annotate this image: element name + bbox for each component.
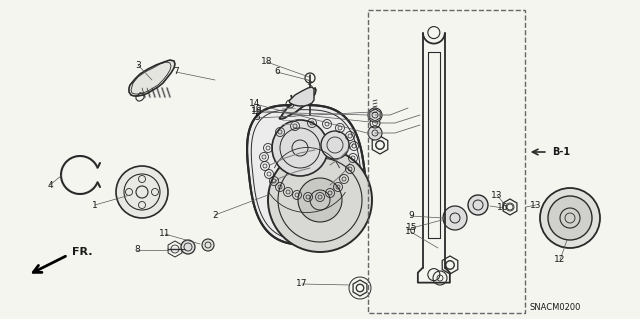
- Circle shape: [468, 195, 488, 215]
- Text: SNACM0200: SNACM0200: [530, 302, 581, 311]
- Circle shape: [116, 166, 168, 218]
- Text: 12: 12: [554, 256, 566, 264]
- Text: B-1: B-1: [552, 147, 570, 157]
- Circle shape: [548, 196, 592, 240]
- Circle shape: [368, 126, 382, 140]
- Text: 10: 10: [405, 227, 417, 236]
- Circle shape: [272, 120, 328, 176]
- Text: 13: 13: [531, 201, 541, 210]
- Text: FR.: FR.: [72, 247, 93, 257]
- Text: 17: 17: [296, 279, 308, 288]
- Text: 8: 8: [134, 246, 140, 255]
- Polygon shape: [247, 105, 367, 245]
- Circle shape: [321, 131, 349, 159]
- Text: 16: 16: [252, 108, 263, 116]
- Text: 15: 15: [406, 224, 418, 233]
- Text: 19: 19: [252, 106, 263, 115]
- Circle shape: [540, 188, 600, 248]
- Text: 1: 1: [92, 201, 98, 210]
- Text: 14: 14: [250, 100, 260, 108]
- Text: 16: 16: [497, 204, 509, 212]
- Text: 18: 18: [261, 57, 273, 66]
- Text: 3: 3: [135, 61, 141, 70]
- Text: 13: 13: [492, 190, 503, 199]
- Text: 6: 6: [274, 68, 280, 77]
- Polygon shape: [279, 88, 316, 119]
- Circle shape: [181, 240, 195, 254]
- Circle shape: [202, 239, 214, 251]
- Text: 2: 2: [212, 211, 218, 219]
- Circle shape: [268, 148, 372, 252]
- Text: 5: 5: [254, 114, 260, 122]
- Circle shape: [298, 178, 342, 222]
- Text: 11: 11: [159, 229, 171, 239]
- Bar: [368, 10, 525, 313]
- Polygon shape: [129, 60, 175, 96]
- Text: 7: 7: [173, 68, 179, 77]
- Text: 4: 4: [47, 181, 53, 189]
- Text: 9: 9: [408, 211, 414, 220]
- Circle shape: [368, 108, 382, 122]
- Circle shape: [443, 206, 467, 230]
- Polygon shape: [289, 87, 314, 106]
